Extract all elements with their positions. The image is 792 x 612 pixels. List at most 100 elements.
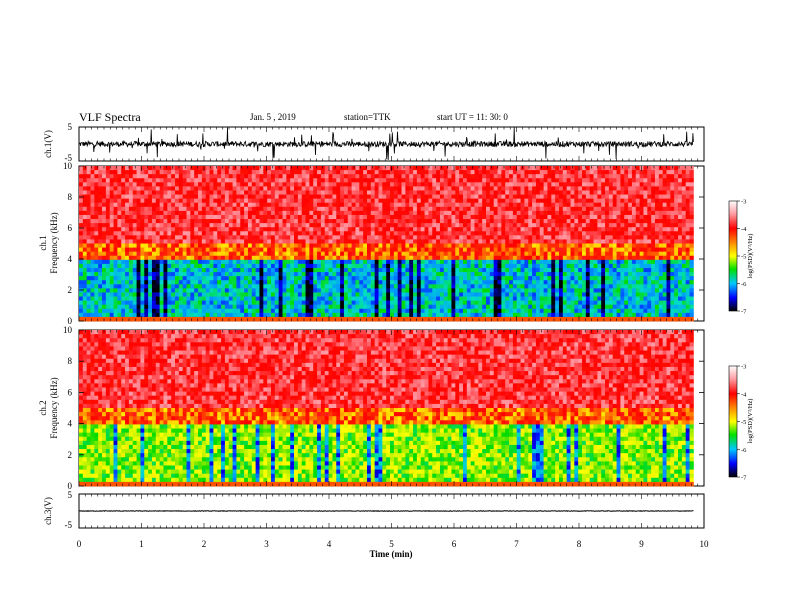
ch1-cell: [205, 239, 210, 244]
ch1-cell: [263, 267, 268, 273]
ch1-cell: [190, 316, 195, 322]
ch1-cell: [259, 231, 264, 236]
ch1-cell: [301, 235, 306, 240]
ch1-cell: [416, 263, 422, 269]
ch1-ylabel: ch.1(V): [43, 130, 53, 158]
ch1-cell: [574, 292, 579, 297]
ch1-cell: [121, 284, 126, 289]
ch1-cell: [240, 316, 245, 322]
ch1-cell: [109, 276, 114, 281]
ch1-cell: [474, 259, 479, 265]
ch1-cell: [397, 206, 402, 212]
ch1-cell: [236, 239, 241, 244]
ch1-cell: [267, 243, 272, 248]
ch1-cell: [509, 300, 514, 306]
ch1-cell: [520, 186, 525, 191]
ch1-cell: [424, 288, 429, 293]
ch1-cell: [228, 206, 233, 212]
ch1-cell: [140, 190, 145, 195]
ch1-cell: [447, 276, 452, 281]
ch1-cell: [213, 259, 218, 265]
ch1-cell: [524, 206, 529, 212]
ch1-cell: [447, 194, 452, 200]
ch1-cell: [217, 178, 222, 183]
ch1-cell: [451, 296, 456, 302]
ch1-cell: [512, 267, 518, 273]
ch1-cell: [278, 227, 283, 232]
ch1-cell: [186, 206, 191, 212]
ch1-cell: [263, 239, 268, 244]
ch1-cell: [543, 243, 548, 248]
ch1-cell: [175, 227, 180, 232]
ch1-cell: [413, 284, 418, 289]
ch1-cell: [562, 166, 568, 171]
ch1-cell: [332, 247, 337, 253]
ch1-cell: [251, 182, 257, 187]
ch1-cell: [102, 276, 107, 281]
ch1-cell: [428, 296, 433, 302]
ch1-cell: [359, 206, 364, 212]
ch1-cell: [198, 235, 203, 240]
ch1-cell: [443, 280, 449, 285]
ch1-cell: [512, 259, 518, 265]
ch1-cell: [493, 272, 498, 277]
ch1-cell: [347, 239, 353, 244]
ch1-cell: [86, 231, 91, 236]
ch1-cell: [432, 308, 437, 314]
ch1-cell: [574, 300, 579, 306]
ch1-cell: [455, 178, 460, 183]
ch1-cell: [486, 170, 491, 175]
ch1-cell: [516, 186, 521, 191]
ch1-cell: [343, 312, 349, 318]
ch1-cell: [436, 231, 441, 236]
ch1-cell: [121, 235, 126, 240]
ch1-cell: [313, 186, 318, 191]
ch1-cell: [547, 308, 552, 314]
ch1-cell: [290, 284, 295, 289]
ch1-cell: [416, 178, 422, 183]
ch1-cell: [94, 214, 99, 220]
ch1-cell: [79, 235, 84, 240]
ch1-cell: [86, 198, 91, 204]
ch1-cell: [432, 227, 437, 232]
ch1-cell: [428, 190, 433, 195]
ch1-cell: [178, 247, 184, 253]
ch1-cell: [167, 263, 172, 269]
ch1-cell: [109, 206, 114, 212]
ch1-cell: [482, 227, 487, 232]
ch1-cell: [489, 174, 495, 179]
ch1-cell: [228, 308, 233, 314]
ch1-cell: [532, 166, 537, 171]
ch1-cell: [224, 288, 230, 293]
ch1-cell: [274, 194, 280, 200]
ch1-cell: [121, 267, 126, 273]
ch1-cell: [570, 190, 575, 195]
ch1-cell: [209, 251, 214, 257]
ch1-cell: [390, 235, 395, 240]
ch1-cell: [286, 288, 291, 293]
ch1-cell: [340, 219, 345, 224]
ch1-cell: [313, 284, 318, 289]
ch1-cell: [201, 214, 207, 220]
ch1-cell: [520, 206, 525, 212]
ch1-cell: [516, 206, 521, 212]
ch1-cell: [466, 210, 472, 216]
ch1-cell: [270, 288, 276, 293]
ch1-cell: [512, 300, 518, 306]
ch1-cell: [474, 288, 479, 293]
ch1-cell: [263, 292, 268, 297]
ch1-cell: [182, 272, 187, 277]
ch1-cell: [121, 206, 126, 212]
ch1-cell: [255, 259, 260, 265]
ch1-cell: [263, 182, 268, 187]
ch1-cell: [547, 296, 552, 302]
ch1-cell: [213, 296, 218, 302]
ch1-cell: [332, 251, 337, 257]
ch1-cell: [213, 276, 218, 281]
ch1-cell: [328, 178, 333, 183]
ch1-cell: [424, 210, 429, 216]
ch1-cell: [224, 276, 230, 281]
ch1-cell: [436, 280, 441, 285]
ch1-cell: [378, 182, 383, 187]
ch1-cell: [109, 166, 114, 171]
